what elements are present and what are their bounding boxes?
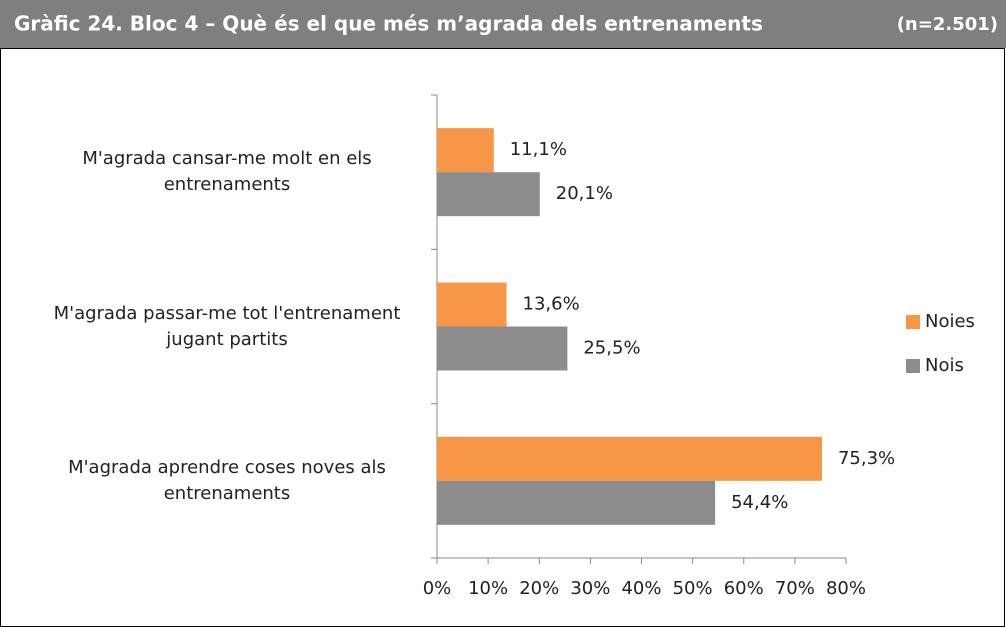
legend-swatch: [906, 315, 920, 329]
x-tick-label: 60%: [724, 578, 764, 599]
value-label: 11,1%: [510, 139, 567, 160]
header-band: [0, 0, 1006, 48]
category-label: M'agrada passar-me tot l'entrenament jug…: [53, 302, 401, 350]
bar: [437, 436, 822, 481]
legend-swatch: [906, 359, 920, 373]
x-tick-label: 20%: [519, 578, 559, 599]
legend-label: Noies: [925, 311, 975, 332]
x-tick-label: 50%: [673, 578, 713, 599]
value-label: 54,4%: [731, 492, 788, 513]
bar: [437, 128, 494, 173]
value-label: 13,6%: [523, 294, 580, 315]
category-label: M'agrada cansar-me molt en els entrename…: [82, 148, 372, 196]
bar: [437, 282, 507, 327]
bar: [437, 172, 540, 217]
category-label: M'agrada aprendre coses noves als entren…: [68, 456, 386, 504]
x-tick-label: 30%: [570, 578, 610, 599]
x-tick-label: 80%: [826, 578, 866, 599]
value-label: 25,5%: [583, 338, 640, 359]
x-tick-label: 40%: [621, 578, 661, 599]
x-tick-label: 10%: [468, 578, 508, 599]
x-tick-label: 70%: [775, 578, 815, 599]
x-tick-label: 0%: [423, 578, 452, 599]
legend-label: Nois: [925, 355, 964, 376]
value-label: 20,1%: [556, 183, 613, 204]
chart-title: Gràfic 24. Bloc 4 – Què és el que més m’…: [14, 12, 763, 36]
value-label: 75,3%: [838, 448, 895, 469]
bar: [437, 326, 568, 371]
chart-subtitle: (n=2.501): [897, 14, 998, 35]
bar: [437, 480, 716, 525]
